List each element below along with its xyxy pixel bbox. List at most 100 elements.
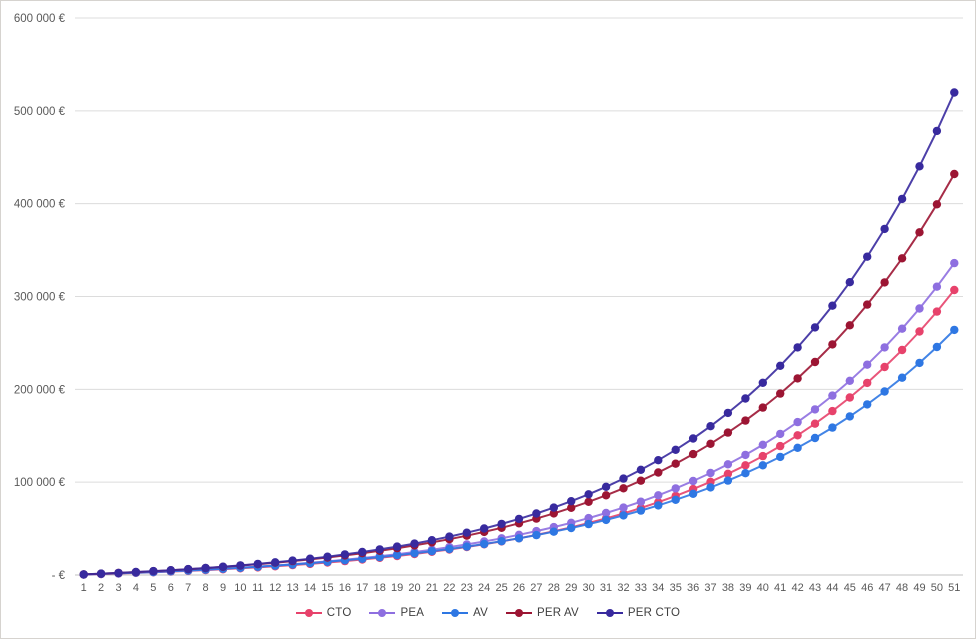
data-point (358, 547, 367, 557)
data-point (636, 476, 646, 485)
x-axis-label: 40 (757, 582, 769, 594)
x-axis-label: 48 (896, 582, 908, 594)
data-point (845, 321, 854, 330)
series-line-per-av (83, 173, 956, 576)
data-point (549, 503, 558, 512)
y-axis-label: 400 000 € (14, 199, 66, 211)
legend-line-dot-icon (295, 609, 322, 617)
data-point (706, 468, 715, 478)
data-point (915, 304, 924, 313)
data-point (828, 301, 837, 310)
x-axis-label: 32 (617, 582, 629, 594)
legend-label: AV (473, 607, 488, 619)
data-point (497, 519, 506, 529)
x-axis-label: 23 (461, 582, 473, 594)
data-point (514, 534, 524, 543)
data-point (149, 566, 158, 576)
x-axis-label: 38 (722, 582, 734, 594)
data-point (897, 254, 907, 263)
data-point (932, 126, 942, 136)
y-axis-label: 300 000 € (14, 292, 66, 304)
data-point (758, 378, 767, 387)
x-axis-label: 41 (774, 582, 786, 594)
data-point (845, 376, 854, 385)
data-point (410, 539, 419, 548)
data-point (619, 484, 628, 493)
x-axis-label: 31 (600, 582, 612, 594)
data-point (950, 169, 959, 179)
data-point (758, 403, 767, 412)
x-axis-label: 37 (704, 582, 716, 594)
data-point (915, 162, 924, 171)
data-point (880, 362, 889, 372)
data-point (723, 469, 733, 478)
x-axis-label: 36 (687, 582, 699, 594)
data-point (392, 551, 402, 560)
legend-label: CTO (326, 607, 352, 619)
data-point (810, 419, 820, 428)
data-point (758, 440, 767, 449)
x-axis-label: 4 (133, 582, 139, 594)
data-point (793, 374, 802, 383)
data-point (741, 469, 750, 478)
data-point (932, 282, 942, 291)
data-point (636, 465, 646, 474)
x-axis-label: 35 (670, 582, 682, 594)
x-axis-label: 14 (304, 582, 316, 594)
x-axis-label: 8 (203, 582, 209, 594)
data-point (567, 523, 576, 533)
legend-label: PEA (400, 607, 425, 619)
data-point (950, 88, 959, 97)
data-point (810, 433, 820, 443)
data-point (375, 552, 384, 562)
data-point (741, 461, 750, 470)
data-point (950, 258, 959, 268)
x-axis-label: 6 (168, 582, 174, 594)
data-point (793, 417, 802, 427)
x-axis-label: 27 (530, 582, 542, 594)
data-point (549, 527, 558, 536)
data-point (880, 278, 889, 287)
data-point (410, 549, 419, 558)
data-point (706, 439, 715, 448)
data-point (654, 501, 663, 510)
y-axis-label: 200 000 € (14, 384, 66, 396)
data-point (845, 412, 854, 421)
y-axis-label: - € (52, 570, 66, 582)
x-axis-label: 9 (220, 582, 226, 594)
x-axis-label: 13 (287, 582, 299, 594)
data-point (863, 378, 872, 388)
series-markers-per-cto (79, 88, 959, 579)
data-point (776, 429, 785, 439)
data-point (776, 389, 785, 398)
data-point (288, 556, 297, 565)
data-point (793, 443, 802, 452)
data-point (688, 476, 698, 486)
data-point (427, 536, 437, 545)
data-point (880, 343, 889, 352)
legend-line-dot-icon (369, 609, 396, 617)
data-point (915, 358, 924, 368)
data-point (636, 497, 646, 506)
data-point (845, 393, 854, 402)
x-axis-label: 2 (98, 582, 104, 594)
data-point (897, 194, 907, 204)
data-point (532, 509, 541, 518)
data-point (741, 416, 750, 425)
data-point (619, 503, 628, 512)
data-point (654, 491, 663, 500)
data-point (654, 468, 663, 477)
data-point (688, 449, 698, 459)
x-axis-label: 22 (443, 582, 455, 594)
x-axis-label: 21 (426, 582, 438, 594)
data-point (741, 450, 750, 460)
data-point (723, 460, 733, 469)
data-point (776, 441, 785, 451)
x-axis-label: 3 (115, 582, 121, 594)
data-point (758, 451, 767, 461)
data-point (584, 519, 593, 529)
data-point (706, 422, 715, 431)
legend: CTO PEA AV PER AV PER CTO (1, 607, 975, 619)
data-point (845, 278, 854, 287)
data-point (654, 456, 663, 465)
